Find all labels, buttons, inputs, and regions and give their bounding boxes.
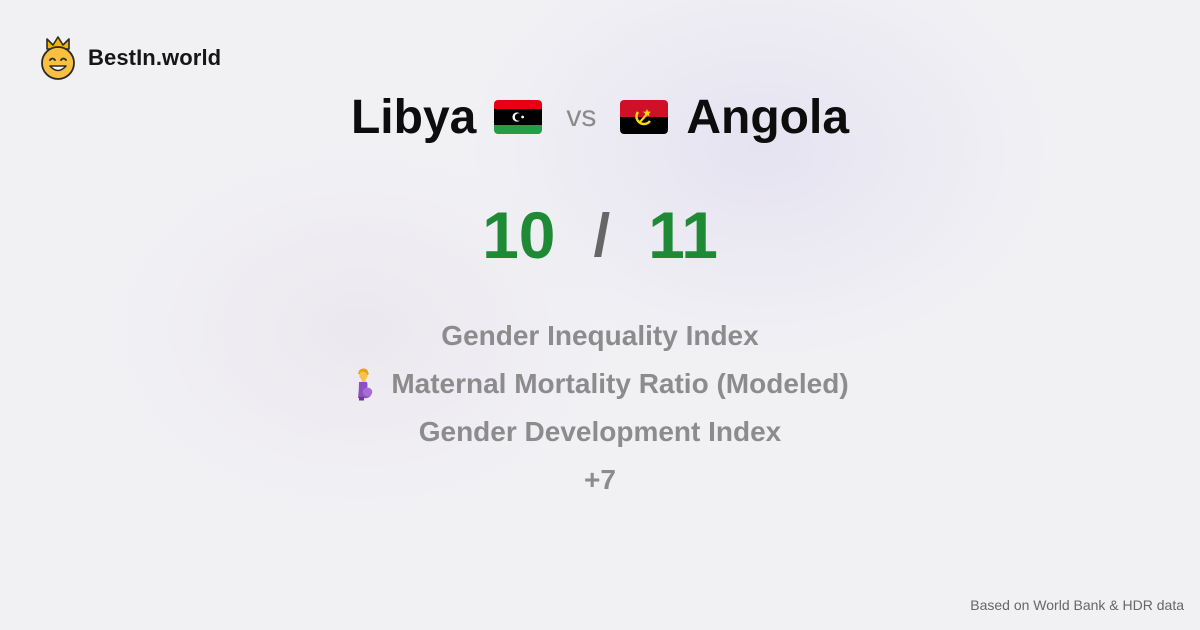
libya-flag-icon bbox=[494, 100, 543, 134]
comparison-title: Libya vs Angola bbox=[0, 82, 1200, 152]
brand-name: BestIn.world bbox=[88, 45, 222, 70]
angola-flag-icon bbox=[620, 100, 669, 134]
metric-item: Gender Development Index bbox=[419, 408, 782, 456]
right-score: 11 bbox=[648, 198, 718, 272]
metric-label: Maternal Mortality Ratio (Modeled) bbox=[391, 368, 849, 399]
crown-smiley-icon bbox=[41, 36, 75, 80]
pregnant-woman-icon bbox=[358, 368, 373, 401]
more-metrics-count: +7 bbox=[584, 464, 616, 495]
score-separator: / bbox=[593, 201, 611, 269]
data-source-note: Based on World Bank & HDR data bbox=[970, 597, 1184, 613]
right-country-name: Angola bbox=[686, 90, 850, 144]
left-score: 10 bbox=[482, 198, 556, 272]
left-country-name: Libya bbox=[350, 90, 477, 144]
score-row: 10 / 11 bbox=[0, 190, 1200, 280]
metric-item: Gender Inequality Index bbox=[441, 312, 758, 360]
brand[interactable]: BestIn.world bbox=[38, 36, 221, 80]
metric-list: Gender Inequality Index Maternal Mortali… bbox=[0, 312, 1200, 504]
metric-label: Gender Development Index bbox=[418, 416, 782, 447]
metric-label: Gender Inequality Index bbox=[441, 320, 759, 351]
versus-label: vs bbox=[566, 100, 597, 133]
metric-item: Maternal Mortality Ratio (Modeled) bbox=[351, 360, 849, 408]
